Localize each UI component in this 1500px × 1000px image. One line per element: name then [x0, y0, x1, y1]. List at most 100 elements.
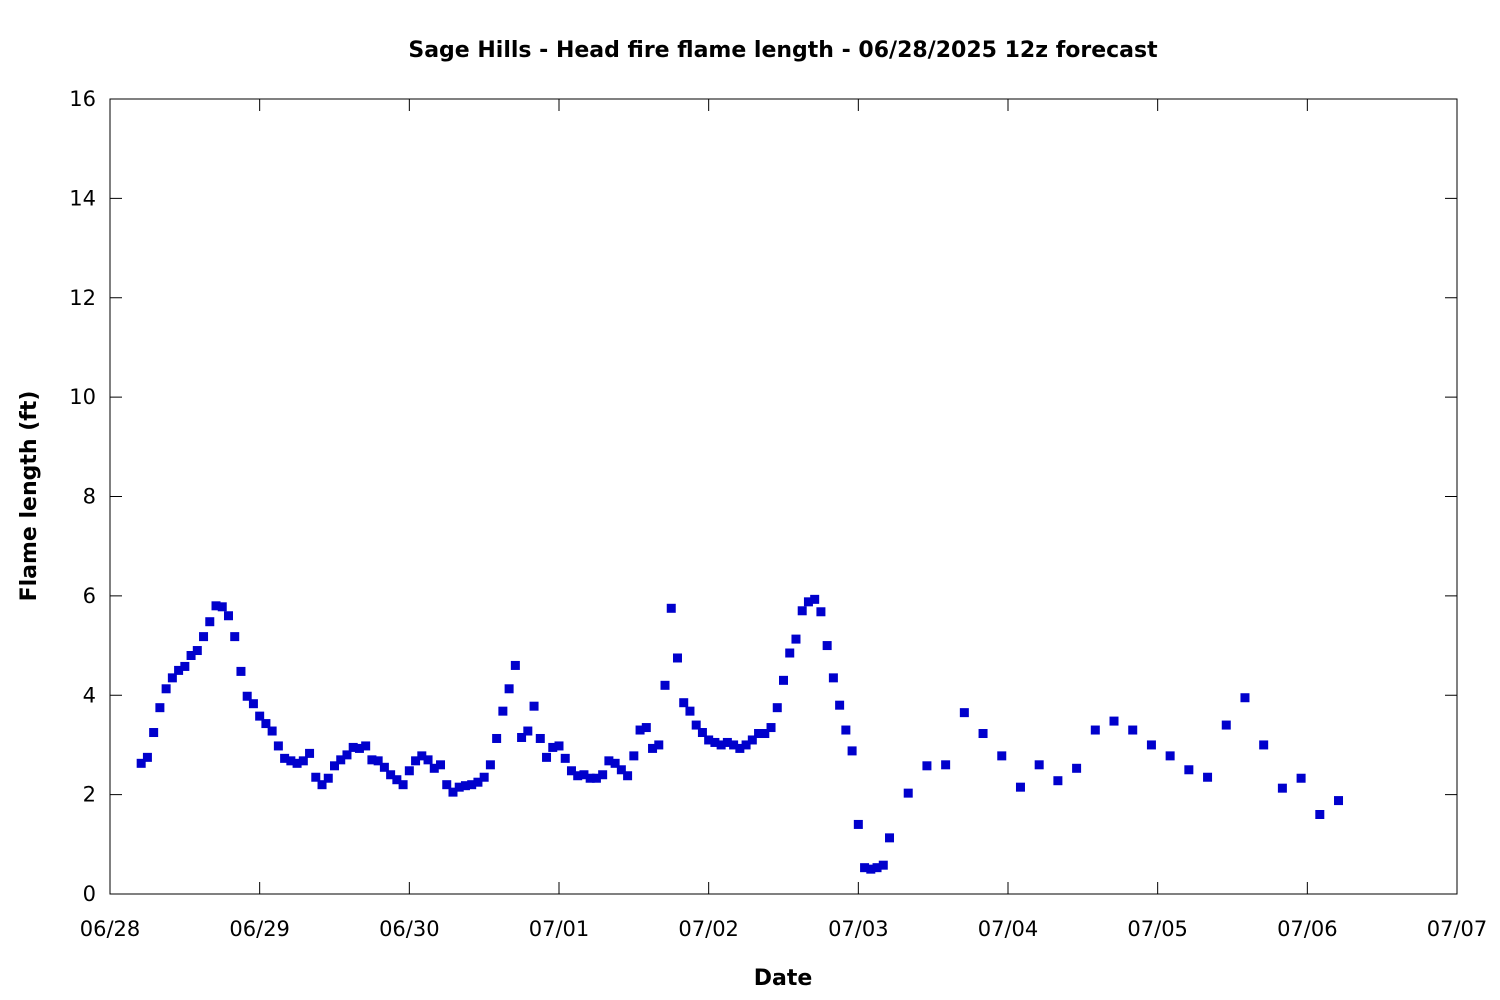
- data-point: [186, 651, 196, 660]
- data-point: [685, 706, 695, 716]
- data-point: [354, 743, 364, 753]
- data-point: [485, 760, 495, 770]
- data-point: [579, 770, 589, 780]
- y-axis-label: Flame length (ft): [17, 391, 42, 602]
- data-point: [941, 760, 951, 770]
- data-point: [872, 863, 882, 873]
- data-point: [280, 753, 290, 763]
- x-axis-label: Date: [754, 966, 813, 991]
- data-point: [1015, 782, 1025, 792]
- data-point: [211, 601, 221, 611]
- data-points: [136, 594, 1344, 874]
- data-point: [654, 740, 664, 750]
- data-point: [810, 594, 820, 604]
- data-point: [959, 708, 969, 718]
- y-tick-label: 4: [83, 683, 96, 707]
- data-point: [342, 750, 352, 760]
- data-point: [816, 607, 826, 617]
- data-point: [1240, 693, 1250, 703]
- data-point: [448, 787, 458, 797]
- data-point: [317, 780, 327, 790]
- data-point: [922, 761, 932, 771]
- data-point: [735, 743, 745, 753]
- data-point: [217, 602, 227, 612]
- data-point: [704, 735, 714, 745]
- data-point: [180, 661, 190, 671]
- data-point: [978, 729, 988, 739]
- data-point: [255, 711, 265, 721]
- data-point: [679, 698, 689, 708]
- data-point: [386, 770, 396, 780]
- y-tick-label: 2: [83, 783, 96, 807]
- data-point: [361, 741, 371, 751]
- data-point: [467, 780, 477, 790]
- y-tick-label: 0: [83, 882, 96, 906]
- data-point: [1203, 772, 1213, 782]
- data-point: [542, 752, 552, 762]
- data-point: [429, 763, 439, 773]
- data-point: [454, 782, 464, 792]
- data-point: [754, 729, 764, 739]
- data-point: [330, 761, 339, 771]
- data-point: [598, 770, 608, 780]
- data-point: [1184, 765, 1194, 775]
- data-point: [1165, 751, 1175, 761]
- data-point: [697, 728, 707, 738]
- data-point: [142, 752, 152, 762]
- data-point: [766, 723, 776, 733]
- data-point: [367, 755, 377, 765]
- data-point: [1109, 716, 1119, 726]
- data-point: [666, 603, 676, 613]
- data-point: [803, 597, 813, 607]
- data-point: [348, 742, 358, 752]
- data-point: [878, 860, 888, 870]
- data-point: [242, 691, 252, 701]
- data-point: [136, 758, 146, 768]
- data-point: [504, 684, 514, 694]
- chart-title: Sage Hills - Head fire flame length - 06…: [408, 38, 1158, 63]
- data-point: [161, 684, 171, 694]
- data-point: [442, 780, 452, 790]
- y-tick-label: 10: [69, 385, 96, 409]
- data-point: [1128, 725, 1138, 735]
- data-point: [492, 733, 502, 743]
- data-point: [1296, 773, 1306, 783]
- y-tick-label: 14: [69, 186, 96, 210]
- y-tick-label: 12: [69, 286, 96, 310]
- data-point: [411, 756, 421, 766]
- data-point: [155, 703, 165, 713]
- data-point: [866, 864, 876, 874]
- data-point: [205, 617, 215, 627]
- data-point: [548, 742, 558, 752]
- data-point: [1146, 740, 1156, 750]
- data-point: [523, 726, 533, 736]
- data-point: [1259, 740, 1269, 750]
- data-point: [510, 660, 520, 670]
- data-point: [853, 819, 863, 829]
- data-point: [672, 653, 682, 663]
- data-point: [822, 641, 832, 651]
- data-point: [1053, 776, 1063, 786]
- data-point: [298, 756, 308, 766]
- data-point: [379, 762, 389, 772]
- data-point: [660, 680, 670, 690]
- data-point: [199, 632, 209, 642]
- y-tick-label: 16: [69, 87, 96, 111]
- data-point: [423, 755, 433, 765]
- y-tick-labels: 0 2 4 6 8 10 12 14 16: [69, 87, 96, 906]
- data-point: [585, 773, 595, 783]
- data-point: [641, 723, 651, 733]
- data-point: [373, 756, 383, 766]
- data-point: [828, 673, 838, 683]
- data-point: [236, 666, 246, 676]
- x-tick-label: 07/06: [1277, 917, 1338, 941]
- y-tick-label: 8: [83, 485, 96, 509]
- data-point: [149, 728, 159, 738]
- data-point: [517, 732, 527, 742]
- data-point: [223, 611, 233, 621]
- data-point: [623, 771, 633, 781]
- data-point: [847, 746, 857, 756]
- data-point: [760, 729, 770, 739]
- data-point: [741, 740, 751, 750]
